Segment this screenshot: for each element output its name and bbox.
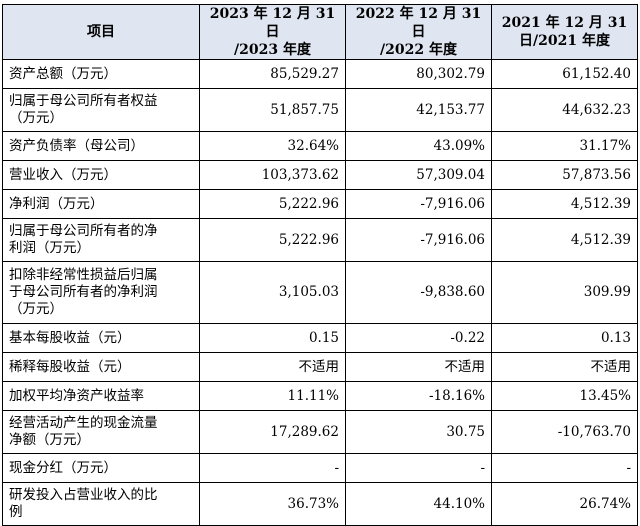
- header-2021: 2021 年 12 月 31 日/2021 年度: [491, 4, 638, 60]
- table-row: 归属于母公司所有者的净 利润（万元） 5,222.96 -7,916.06 4,512…: [2, 218, 638, 262]
- row-label: 加权平均净资产收益率: [2, 381, 200, 411]
- row-value-2023: 17,289.62: [199, 410, 346, 454]
- row-value-2022: 43.09%: [345, 131, 492, 161]
- row-value-2022: 44.10%: [345, 482, 492, 526]
- row-value-2023: 103,373.62: [199, 160, 346, 190]
- row-label: 资产负债率（母公司）: [2, 131, 200, 161]
- row-label: 资产总额（万元）: [2, 59, 200, 89]
- row-value-2021: 44,632.23: [491, 88, 638, 132]
- row-value-2022: -: [345, 453, 492, 483]
- row-label: 净利润（万元）: [2, 189, 200, 219]
- row-value-2021: 13.45%: [491, 381, 638, 411]
- row-value-2022: 不适用: [345, 352, 492, 382]
- row-value-2021: 61,152.40: [491, 59, 638, 89]
- row-value-2021: 0.13: [491, 323, 638, 353]
- row-value-2022: -0.22: [345, 323, 492, 353]
- row-value-2022: -9,838.60: [345, 261, 492, 324]
- row-label: 研发投入占营业收入的比 例: [2, 482, 200, 526]
- table-row: 归属于母公司所有者权益 （万元） 51,857.75 42,153.77 44,632…: [2, 88, 638, 132]
- row-label: 营业收入（万元）: [2, 160, 200, 190]
- row-value-2022: 30.75: [345, 410, 492, 454]
- header-2022: 2022 年 12 月 31 日 /2022 年度: [345, 4, 492, 60]
- header-item: 项目: [2, 4, 200, 60]
- row-value-2021: -: [491, 453, 638, 483]
- row-value-2023: 36.73%: [199, 482, 346, 526]
- row-label: 归属于母公司所有者的净 利润（万元）: [2, 218, 200, 262]
- row-value-2023: 32.64%: [199, 131, 346, 161]
- row-value-2023: 5,222.96: [199, 189, 346, 219]
- row-label: 归属于母公司所有者权益 （万元）: [2, 88, 200, 132]
- row-value-2021: 31.17%: [491, 131, 638, 161]
- table-row: 净利润（万元） 5,222.96 -7,916.06 4,512.39: [2, 189, 638, 219]
- row-value-2023: 不适用: [199, 352, 346, 382]
- table-row: 资产总额（万元） 85,529.27 80,302.79 61,152.40: [2, 59, 638, 89]
- table-row: 资产负债率（母公司） 32.64% 43.09% 31.17%: [2, 131, 638, 161]
- row-value-2022: -18.16%: [345, 381, 492, 411]
- financial-data-table: 项目 2023 年 12 月 31 日 /2023 年度 2022 年 12 月…: [2, 4, 638, 526]
- header-2023: 2023 年 12 月 31 日 /2023 年度: [199, 4, 346, 60]
- row-value-2023: 0.15: [199, 323, 346, 353]
- row-value-2022: 57,309.04: [345, 160, 492, 190]
- row-label: 基本每股收益（元）: [2, 323, 200, 353]
- row-label: 扣除非经常性损益后归属 于母公司所有者的净利润 （万元）: [2, 261, 200, 324]
- row-value-2023: 11.11%: [199, 381, 346, 411]
- row-value-2021: 不适用: [491, 352, 638, 382]
- row-value-2021: 309.99: [491, 261, 638, 324]
- table-row: 研发投入占营业收入的比 例 36.73% 44.10% 26.74%: [2, 482, 638, 526]
- row-value-2023: 51,857.75: [199, 88, 346, 132]
- row-value-2021: -10,763.70: [491, 410, 638, 454]
- row-value-2022: -7,916.06: [345, 218, 492, 262]
- row-value-2022: -7,916.06: [345, 189, 492, 219]
- row-value-2021: 26.74%: [491, 482, 638, 526]
- row-label: 稀释每股收益（元）: [2, 352, 200, 382]
- table-row: 营业收入（万元） 103,373.62 57,309.04 57,873.56: [2, 160, 638, 190]
- table-row: 经营活动产生的现金流量 净额（万元） 17,289.62 30.75 -10,763.…: [2, 410, 638, 454]
- row-value-2023: 5,222.96: [199, 218, 346, 262]
- row-value-2022: 80,302.79: [345, 59, 492, 89]
- row-value-2023: 3,105.03: [199, 261, 346, 324]
- row-value-2023: -: [199, 453, 346, 483]
- row-value-2021: 57,873.56: [491, 160, 638, 190]
- row-value-2021: 4,512.39: [491, 189, 638, 219]
- table-row: 基本每股收益（元） 0.15 -0.22 0.13: [2, 323, 638, 353]
- table-row: 现金分红（万元） - - -: [2, 453, 638, 483]
- table-body: 资产总额（万元） 85,529.27 80,302.79 61,152.40 归属于母公…: [2, 59, 638, 526]
- table-row: 稀释每股收益（元） 不适用 不适用 不适用: [2, 352, 638, 382]
- row-label: 现金分红（万元）: [2, 453, 200, 483]
- row-value-2023: 85,529.27: [199, 59, 346, 89]
- row-value-2022: 42,153.77: [345, 88, 492, 132]
- table-row: 加权平均净资产收益率 11.11% -18.16% 13.45%: [2, 381, 638, 411]
- row-label: 经营活动产生的现金流量 净额（万元）: [2, 410, 200, 454]
- table-header-row: 项目 2023 年 12 月 31 日 /2023 年度 2022 年 12 月…: [2, 4, 638, 60]
- row-value-2021: 4,512.39: [491, 218, 638, 262]
- table-row: 扣除非经常性损益后归属 于母公司所有者的净利润 （万元） 3,105.03 -9,8…: [2, 261, 638, 324]
